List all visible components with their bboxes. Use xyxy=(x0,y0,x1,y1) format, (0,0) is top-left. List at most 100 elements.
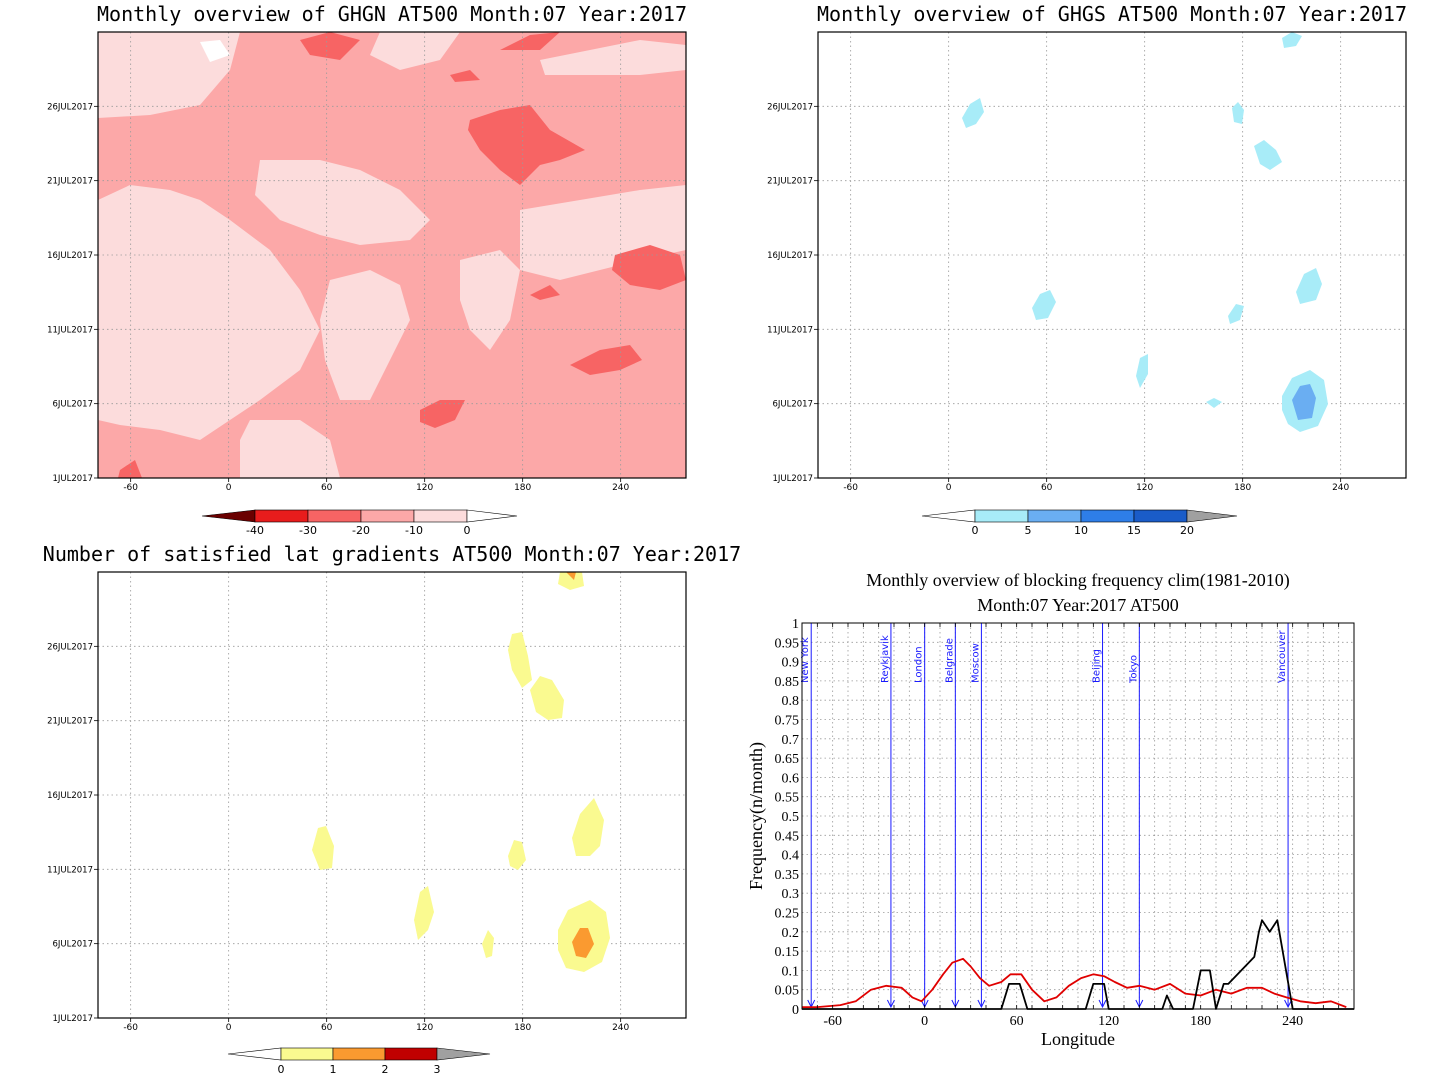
ghgn-x-tick-label: 120 xyxy=(416,483,433,493)
blocking-x-tick-label: 240 xyxy=(1282,1014,1303,1029)
ghgn-cb-label: 0 xyxy=(464,524,471,537)
latgrad-blob xyxy=(312,826,334,870)
ghgs-blob-strong xyxy=(1292,384,1316,420)
ghgn-cb-label: -20 xyxy=(352,524,370,537)
city-label: Tokyo xyxy=(1128,655,1139,684)
ghgn-fill-light xyxy=(370,32,460,70)
latgrad-cb-bin xyxy=(384,1047,438,1061)
blocking-x-tick-label: 0 xyxy=(921,1014,928,1029)
blocking-x-tick-label: 60 xyxy=(1010,1014,1024,1029)
ghgs-blob xyxy=(962,98,984,128)
city-label: Belgrade xyxy=(944,638,955,683)
ghgs-x-tick-label: 180 xyxy=(1234,483,1251,493)
ghgn-fill-light xyxy=(540,40,686,75)
latgrad-cb-label: 1 xyxy=(330,1063,337,1076)
ghgn-fill-white xyxy=(200,40,230,62)
ghgn-y-tick-label: 11JUL2017 xyxy=(47,325,93,335)
ghgn-y-tick-label: 1JUL2017 xyxy=(52,474,93,484)
blocking-y-tick-label: 0.4 xyxy=(782,849,800,864)
ghgs-x-tick-label: 60 xyxy=(1041,483,1053,493)
ghgn-cb-label: -40 xyxy=(246,524,264,537)
ghgn-x-tick-label: -60 xyxy=(123,483,138,493)
latgrad-y-tick-label: 1JUL2017 xyxy=(52,1014,93,1024)
ghgs-blob xyxy=(1296,268,1322,304)
ghgs-cb-bin xyxy=(974,509,1029,523)
blocking-y-tick-label: 0.3 xyxy=(782,887,800,902)
latgrad-y-tick-label: 21JUL2017 xyxy=(47,717,93,727)
ghgs-blob xyxy=(1232,102,1244,124)
ghgn-fill-mid xyxy=(612,245,686,290)
latgrad-cb-label: 2 xyxy=(382,1063,389,1076)
ghgs-y-tick-label: 1JUL2017 xyxy=(772,474,813,484)
city-label: New York xyxy=(800,637,811,683)
ghgn-fill-mid xyxy=(420,400,465,428)
city-label: London xyxy=(914,646,925,683)
ghgs-blob xyxy=(1032,290,1056,320)
ghgn-fill-mid xyxy=(530,285,560,300)
ghgn-cb-bin xyxy=(360,509,415,523)
latgrad-y-tick-label: 6JUL2017 xyxy=(52,940,93,950)
ghgn-fill-light xyxy=(320,270,410,400)
ghgn-cb-over xyxy=(466,509,518,523)
ghgs-cb-label: 20 xyxy=(1180,524,1194,537)
blocking-y-tick-label: 0.1 xyxy=(782,964,800,979)
ghgn-cb-under xyxy=(201,509,256,523)
blocking-y-tick-label: 0.25 xyxy=(775,907,800,922)
ghgn-y-tick-label: 6JUL2017 xyxy=(52,400,93,410)
latgrad-y-tick-label: 16JUL2017 xyxy=(47,791,93,801)
latgrad-colorbar: 0 1 2 3 xyxy=(227,1047,491,1076)
latgrad-x-tick-label: 240 xyxy=(612,1023,629,1033)
blocking-x-tick-label: 120 xyxy=(1098,1014,1119,1029)
blocking-y-tick-label: 0.95 xyxy=(775,636,800,651)
ghgn-x-tick-label: 0 xyxy=(226,483,232,493)
ghgn-x-tick-label: 180 xyxy=(514,483,531,493)
latgrad-blob xyxy=(558,572,584,590)
ghgn-x-tick-label: 240 xyxy=(612,483,629,493)
blocking-ticks: 0 0.05 0.1 0.15 0.2 0.25 0.3 0.35 0.4 0.45 0.5 0.55… xyxy=(775,617,1340,1029)
ghgn-cb-label: -30 xyxy=(299,524,317,537)
ghgs-blob xyxy=(1254,140,1282,170)
blocking-cities: New York Reykjavik London Belgrade Moscow Bei… xyxy=(800,623,1293,1009)
latgrad-title: Number of satisfied lat gradients AT500 … xyxy=(43,542,741,566)
city-arrow-icon xyxy=(977,999,986,1009)
latgrad-ticks: -60 0 60 120 180 240 1JUL2017 6JUL2017 11JUL2017… xyxy=(47,642,629,1033)
blocking-y-tick-label: 1 xyxy=(792,617,799,632)
latgrad-blob xyxy=(530,676,564,720)
blocking-subtitle: Month:07 Year:2017 AT500 xyxy=(977,595,1179,615)
blocking-grid xyxy=(802,622,1354,1010)
ghgs-colorbar: 0 5 10 15 20 xyxy=(921,509,1238,537)
ghgn-y-tick-label: 16JUL2017 xyxy=(47,251,93,261)
blocking-y-tick-label: 0.5 xyxy=(782,810,800,825)
latgrad-x-tick-label: 180 xyxy=(514,1023,531,1033)
blocking-y-tick-label: 0 xyxy=(792,1003,799,1018)
ghgs-cb-label: 5 xyxy=(1025,524,1032,537)
latgrad-cb-bin xyxy=(280,1047,334,1061)
latgrad-x-tick-label: 0 xyxy=(226,1023,232,1033)
blocking-ylabel: Frequency(n/month) xyxy=(746,742,767,890)
ghgn-cb-bin xyxy=(413,509,468,523)
ghgs-cb-bin xyxy=(1080,509,1135,523)
city-arrow-icon xyxy=(1284,999,1293,1009)
blocking-y-tick-label: 0.55 xyxy=(775,791,800,806)
ghgn-fill-mid xyxy=(500,32,560,50)
latgrad-x-tick-label: 120 xyxy=(416,1023,433,1033)
ghgn-fill-mid xyxy=(468,105,585,185)
blocking-title: Monthly overview of blocking frequency c… xyxy=(866,570,1289,591)
latgrad-blob xyxy=(482,930,494,958)
latgrad-y-tick-label: 11JUL2017 xyxy=(47,865,93,875)
blocking-xlabel: Longitude xyxy=(1041,1029,1115,1049)
ghgn-cb-bin xyxy=(307,509,362,523)
ghgn-fill-mid xyxy=(570,345,642,375)
latgrad-blob-high xyxy=(566,572,576,580)
ghgn-y-tick-label: 21JUL2017 xyxy=(47,177,93,187)
ghgs-panel: Monthly overview of GHGS AT500 Month:07 … xyxy=(767,2,1407,537)
ghgs-field xyxy=(962,32,1328,432)
ghgn-fill-mid xyxy=(300,32,360,60)
latgrad-blob xyxy=(508,840,526,870)
latgrad-cb-bin xyxy=(332,1047,386,1061)
blocking-y-tick-label: 0.45 xyxy=(775,829,800,844)
ghgs-cb-bin xyxy=(1133,509,1188,523)
ghgs-x-tick-label: 0 xyxy=(946,483,952,493)
latgrad-blob-high xyxy=(572,928,594,958)
